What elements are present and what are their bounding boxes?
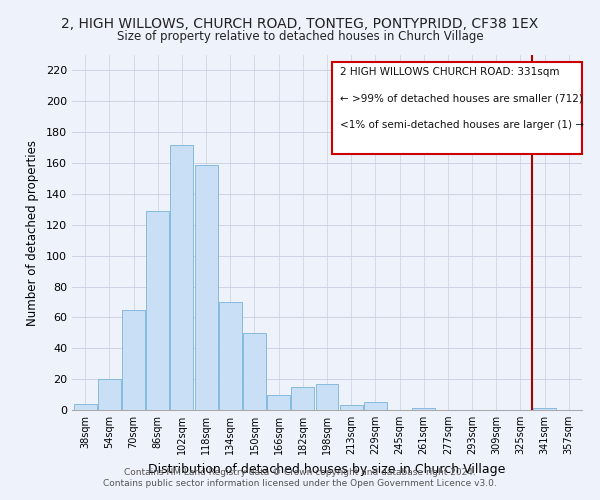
Bar — [122, 310, 145, 410]
Text: Contains HM Land Registry data © Crown copyright and database right 2024.
Contai: Contains HM Land Registry data © Crown c… — [103, 468, 497, 487]
Bar — [340, 406, 362, 410]
Bar — [316, 384, 338, 410]
Bar — [292, 387, 314, 410]
Text: <1% of semi-detached houses are larger (1) →: <1% of semi-detached houses are larger (… — [340, 120, 584, 130]
FancyBboxPatch shape — [332, 62, 582, 154]
Bar — [267, 394, 290, 410]
Bar — [243, 333, 266, 410]
X-axis label: Distribution of detached houses by size in Church Village: Distribution of detached houses by size … — [148, 462, 506, 475]
Bar — [170, 144, 193, 410]
Bar — [412, 408, 435, 410]
Text: 2 HIGH WILLOWS CHURCH ROAD: 331sqm: 2 HIGH WILLOWS CHURCH ROAD: 331sqm — [340, 68, 559, 78]
Bar — [219, 302, 242, 410]
Text: ← >99% of detached houses are smaller (712): ← >99% of detached houses are smaller (7… — [340, 94, 583, 104]
Text: Size of property relative to detached houses in Church Village: Size of property relative to detached ho… — [116, 30, 484, 43]
Bar — [146, 211, 169, 410]
Bar — [364, 402, 387, 410]
Bar — [98, 379, 121, 410]
Bar — [74, 404, 97, 410]
Bar — [194, 164, 218, 410]
Text: 2, HIGH WILLOWS, CHURCH ROAD, TONTEG, PONTYPRIDD, CF38 1EX: 2, HIGH WILLOWS, CHURCH ROAD, TONTEG, PO… — [61, 18, 539, 32]
Bar — [533, 408, 556, 410]
Y-axis label: Number of detached properties: Number of detached properties — [26, 140, 39, 326]
